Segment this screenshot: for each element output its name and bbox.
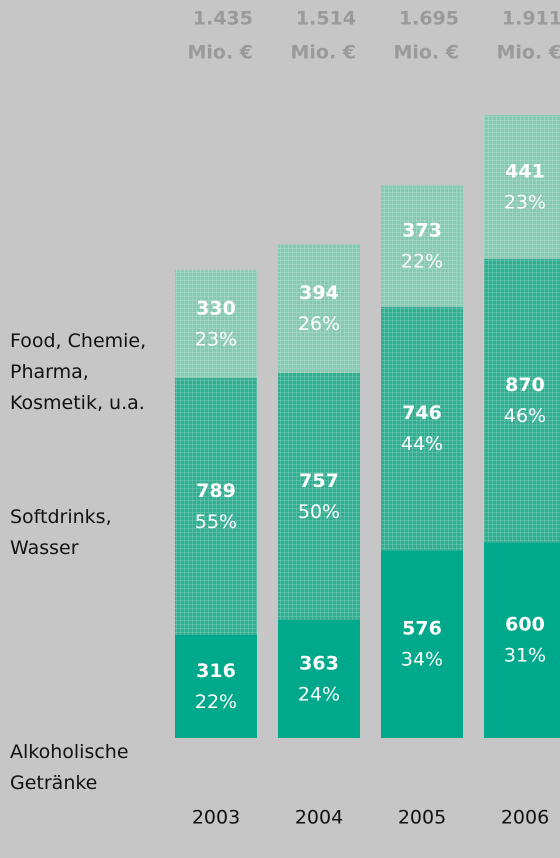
bar-hatch [381, 307, 463, 551]
value-label: 757 [299, 470, 339, 492]
share-label: 26% [298, 313, 340, 335]
share-label: 46% [504, 405, 546, 427]
bar-hatch [484, 258, 560, 543]
x-tick-label: 2003 [192, 807, 240, 829]
value-label: 576 [402, 618, 442, 640]
value-label: 330 [196, 297, 236, 319]
value-label: 363 [299, 652, 339, 674]
x-tick-label: 2006 [501, 807, 549, 829]
total-unit: Mio. € [393, 42, 459, 64]
share-label: 50% [298, 501, 340, 523]
bar-segment [381, 550, 463, 738]
share-label: 23% [504, 191, 546, 213]
value-label: 789 [196, 480, 236, 502]
value-label: 600 [505, 614, 545, 636]
share-label: 22% [195, 691, 237, 713]
value-label: 441 [505, 160, 545, 182]
bar-segment [278, 619, 360, 738]
share-label: 55% [195, 511, 237, 533]
share-label: 24% [298, 683, 340, 705]
bar-hatch [278, 372, 360, 620]
total-label: 1.514 [296, 8, 356, 30]
value-label: 316 [196, 660, 236, 682]
legend-label: Food, Chemie, Pharma, Kosmetik, u.a. [10, 330, 147, 414]
share-label: 44% [401, 433, 443, 455]
value-label: 394 [299, 282, 339, 304]
value-label: 870 [505, 374, 545, 396]
legend-label: Softdrinks, Wasser [10, 506, 112, 559]
share-label: 23% [195, 328, 237, 350]
total-unit: Mio. € [290, 42, 356, 64]
share-label: 22% [401, 251, 443, 273]
x-tick-label: 2005 [398, 807, 446, 829]
value-label: 746 [402, 402, 442, 424]
bar-segment [484, 542, 560, 738]
bar-hatch [381, 185, 463, 308]
bar-hatch [175, 377, 257, 635]
x-tick-label: 2004 [295, 807, 343, 829]
bar-hatch [175, 270, 257, 378]
total-unit: Mio. € [496, 42, 560, 64]
bar-hatch [278, 244, 360, 373]
total-label: 1.911 [502, 8, 560, 30]
legend-label: Alkoholische Getränke [10, 741, 129, 794]
value-label: 373 [402, 220, 442, 242]
total-label: 1.435 [193, 8, 253, 30]
share-label: 34% [401, 649, 443, 671]
bar-segment [175, 634, 257, 738]
total-label: 1.695 [399, 8, 459, 30]
bar-hatch [484, 115, 560, 259]
total-unit: Mio. € [187, 42, 253, 64]
share-label: 31% [504, 645, 546, 667]
